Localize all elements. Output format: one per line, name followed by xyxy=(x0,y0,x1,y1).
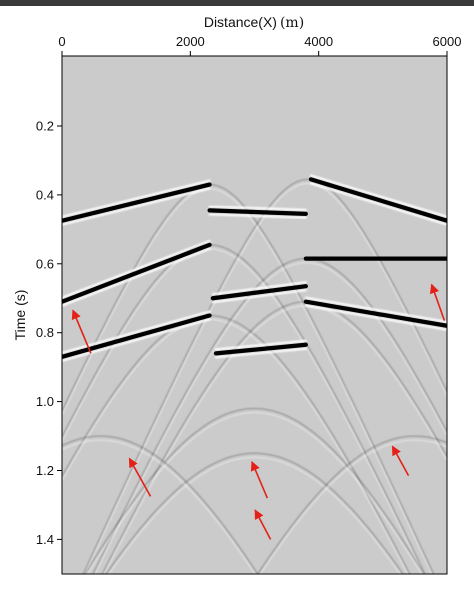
reflector xyxy=(207,208,308,216)
reflector-upper-lobe xyxy=(309,174,447,218)
reflector-lower-lobe xyxy=(62,247,211,307)
diffraction-curve xyxy=(84,408,425,574)
diffraction-curve-side-lobe xyxy=(108,456,401,574)
diffraction-curve-side-lobe xyxy=(87,412,422,574)
y-tick-label: 0.2 xyxy=(36,119,54,134)
reflector-upper-lobe xyxy=(304,296,447,323)
reflector-lower-lobe xyxy=(211,289,307,304)
x-tick-label: 4000 xyxy=(304,34,333,49)
diffraction-curve-side-lobe xyxy=(94,262,447,574)
diffraction-curve-side-lobe xyxy=(62,439,256,574)
reflector-upper-lobe xyxy=(62,179,211,218)
y-ticks xyxy=(57,125,62,540)
x-tick-label: 0 xyxy=(58,34,65,49)
red-arrow xyxy=(250,461,269,499)
annotation-arrows xyxy=(71,283,446,540)
diffraction-curve xyxy=(105,452,404,574)
y-tick-label: 1.2 xyxy=(36,463,54,478)
x-tick-label: 6000 xyxy=(433,34,462,49)
diffraction-curve-side-lobe xyxy=(259,439,447,574)
reflector xyxy=(210,284,308,301)
y-tick-labels: 0.2 0.4 0.6 0.8 1.0 1.2 1.4 xyxy=(36,119,54,547)
y-tick-label: 0.8 xyxy=(36,325,54,340)
red-arrow xyxy=(71,309,92,354)
diffraction-curve xyxy=(82,178,447,574)
y-tick-label: 1.0 xyxy=(36,394,54,409)
y-axis-label: Time (s) xyxy=(12,290,28,341)
diffraction-curve xyxy=(62,244,426,574)
diffraction-curve xyxy=(257,435,447,574)
reflector xyxy=(62,242,212,304)
diffraction-curve-side-lobe xyxy=(62,319,409,574)
x-axis-label: Distance(X) (m) xyxy=(204,14,304,31)
red-arrow xyxy=(391,445,410,477)
reflector-lower-lobe xyxy=(62,187,211,226)
red-arrow xyxy=(128,457,152,497)
reflector-lower-lobe xyxy=(214,347,307,359)
reflector-upper-lobe xyxy=(62,310,211,354)
diffraction-curve-side-lobe xyxy=(84,182,447,574)
diffraction-curve xyxy=(62,435,259,574)
diffraction-hyperbolas xyxy=(62,178,447,574)
diffraction-curve-side-lobe xyxy=(62,188,433,574)
reflectors xyxy=(62,174,447,362)
reflector-upper-lobe xyxy=(211,281,307,296)
reflector xyxy=(62,313,212,359)
y-tick-label: 0.4 xyxy=(36,187,54,202)
reflector-lower-lobe xyxy=(208,213,307,219)
y-tick-label: 1.4 xyxy=(36,532,54,547)
reflector-lower-lobe xyxy=(304,304,447,331)
top-dark-bar xyxy=(0,0,474,6)
red-arrow xyxy=(254,509,272,540)
reflector xyxy=(62,182,212,223)
reflector-lower-lobe xyxy=(62,318,211,362)
plot-frame xyxy=(61,55,448,575)
reflector xyxy=(308,177,447,223)
reflector xyxy=(303,299,447,328)
reflector xyxy=(213,342,308,356)
y-tick-label: 0.6 xyxy=(36,256,54,271)
x-ticks xyxy=(61,51,448,56)
diffraction-curve-side-lobe xyxy=(62,248,424,574)
red-arrow xyxy=(429,283,446,321)
x-tick-label: 2000 xyxy=(176,34,205,49)
reflector-upper-lobe xyxy=(214,339,307,351)
reflector-upper-lobe xyxy=(62,239,211,299)
diffraction-curve xyxy=(62,184,435,574)
x-tick-labels: 0 2000 4000 6000 xyxy=(58,34,461,49)
reflector-upper-lobe xyxy=(208,205,307,211)
reflector-lower-lobe xyxy=(309,182,447,226)
diffraction-curve xyxy=(92,258,447,574)
